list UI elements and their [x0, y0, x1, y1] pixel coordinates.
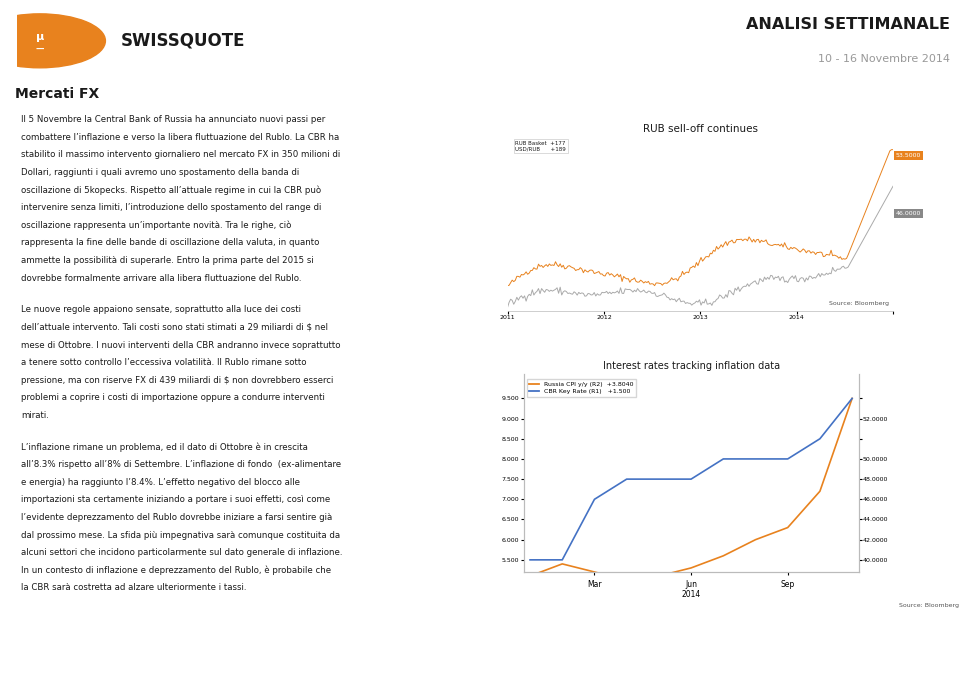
Text: dal prossimo mese. La sfida più impegnativa sarà comunque costituita da: dal prossimo mese. La sfida più impegnat…	[21, 531, 340, 539]
Legend: Russia CPI y/y (R2)  +3.8040, CBR Key Rate (R1)   +1.500: Russia CPI y/y (R2) +3.8040, CBR Key Rat…	[527, 379, 636, 397]
Text: Source: Bloomberg: Source: Bloomberg	[829, 301, 889, 306]
Text: Ch. de la Crêtaux 33, CP 319: Ch. de la Crêtaux 33, CP 319	[168, 638, 269, 645]
Text: combattere l’inflazione e verso la libera fluttuazione del Rublo. La CBR ha: combattere l’inflazione e verso la liber…	[21, 132, 340, 142]
Text: 10 - 16 Novembre 2014: 10 - 16 Novembre 2014	[818, 54, 950, 64]
Text: Source: Bloomberg: Source: Bloomberg	[900, 602, 959, 608]
Text: problemi a coprire i costi di importazione oppure a condurre interventi: problemi a coprire i costi di importazio…	[21, 393, 325, 402]
Text: 53.5000: 53.5000	[896, 153, 922, 158]
Title: Interest rates tracking inflation data: Interest rates tracking inflation data	[603, 360, 780, 370]
Text: a tenere sotto controllo l’eccessiva volatilità. Il Rublo rimane sotto: a tenere sotto controllo l’eccessiva vol…	[21, 358, 306, 367]
Text: mese di Ottobre. I nuovi interventi della CBR andranno invece soprattutto: mese di Ottobre. I nuovi interventi dell…	[21, 341, 341, 349]
Text: forex.analysis@swissquote.ch: forex.analysis@swissquote.ch	[331, 660, 436, 667]
Text: all’8.3% rispetto all’8% di Settembre. L’inflazione di fondo  (ex-alimentare: all’8.3% rispetto all’8% di Settembre. L…	[21, 460, 341, 469]
Text: stabilito il massimo intervento giornaliero nel mercato FX in 350 milioni di: stabilito il massimo intervento giornali…	[21, 151, 341, 160]
Text: Switzerland: Switzerland	[490, 639, 530, 644]
Text: μ: μ	[36, 32, 44, 41]
Text: Mercati FX: Mercati FX	[14, 87, 99, 101]
Text: mirati.: mirati.	[21, 411, 49, 420]
Text: —: —	[36, 45, 44, 54]
Text: e energia) ha raggiunto l’8.4%. L’effetto negativo del blocco alle: e energia) ha raggiunto l’8.4%. L’effett…	[21, 478, 300, 487]
Text: oscillazione rappresenta un’importante novità. Tra le righe, ciò: oscillazione rappresenta un’importante n…	[21, 221, 292, 231]
Text: Page 3 | 9: Page 3 | 9	[907, 648, 946, 658]
Text: Dollari, raggiunti i quali avremo uno spostamento della banda di: Dollari, raggiunti i quali avremo uno sp…	[21, 168, 300, 177]
Title: RUB sell-off continues: RUB sell-off continues	[643, 124, 757, 134]
Text: Le nuove regole appaiono sensate, soprattutto alla luce dei costi: Le nuove regole appaiono sensate, soprat…	[21, 306, 301, 314]
Text: Fine ufficiosa delle bande per il Rublo: Fine ufficiosa delle bande per il Rublo	[383, 87, 679, 101]
Text: l’evidente deprezzamento del Rublo dovrebbe iniziare a farsi sentire già: l’evidente deprezzamento del Rublo dovre…	[21, 513, 332, 522]
Text: importazioni sta certamente iniziando a portare i suoi effetti, così come: importazioni sta certamente iniziando a …	[21, 496, 330, 504]
Text: dovrebbe formalmente arrivare alla libera fluttuazione del Rublo.: dovrebbe formalmente arrivare alla liber…	[21, 274, 301, 283]
Text: pressione, ma con riserve FX di 439 miliardi di $ non dovrebbero esserci: pressione, ma con riserve FX di 439 mili…	[21, 376, 333, 385]
Text: Swissquote Bank SA: Swissquote Bank SA	[14, 639, 85, 644]
Text: intervenire senza limiti, l’introduzione dello spostamento del range di: intervenire senza limiti, l’introduzione…	[21, 203, 322, 212]
Text: oscillazione di 5kopecks. Rispetto all’attuale regime in cui la CBR può: oscillazione di 5kopecks. Rispetto all’a…	[21, 186, 322, 195]
Text: dell’attuale intervento. Tali costi sono stati stimati a 29 miliardi di $ nel: dell’attuale intervento. Tali costi sono…	[21, 323, 328, 332]
Text: Tel +41 22 999 94 11: Tel +41 22 999 94 11	[14, 660, 90, 667]
Circle shape	[0, 14, 106, 68]
Text: CH-1196 Gland: CH-1196 Gland	[331, 639, 384, 644]
Text: Fax +41 22 999 94 12: Fax +41 22 999 94 12	[168, 660, 246, 667]
Text: ammette la possibilità di superarle. Entro la prima parte del 2015 si: ammette la possibilità di superarle. Ent…	[21, 256, 314, 265]
X-axis label: 2014: 2014	[682, 590, 701, 599]
Text: ANALISI SETTIMANALE: ANALISI SETTIMANALE	[747, 18, 950, 32]
Text: www.swissquote.com/fx: www.swissquote.com/fx	[490, 660, 573, 667]
Text: RUB Basket  +177
USD/RUB      +189: RUB Basket +177 USD/RUB +189	[516, 141, 566, 151]
Text: alcuni settori che incidono particolarmente sul dato generale di inflazione.: alcuni settori che incidono particolarme…	[21, 548, 343, 557]
Text: SWISSQUOTE: SWISSQUOTE	[121, 32, 246, 50]
Text: In un contesto di inflazione e deprezzamento del Rublo, è probabile che: In un contesto di inflazione e deprezzam…	[21, 566, 331, 575]
Text: la CBR sarà costretta ad alzare ulteriormente i tassi.: la CBR sarà costretta ad alzare ulterior…	[21, 583, 247, 592]
Text: Il 5 Novembre la Central Bank of Russia ha annunciato nuovi passi per: Il 5 Novembre la Central Bank of Russia …	[21, 115, 325, 124]
Text: 46.0000: 46.0000	[896, 211, 922, 216]
Text: L’inflazione rimane un problema, ed il dato di Ottobre è in crescita: L’inflazione rimane un problema, ed il d…	[21, 443, 308, 452]
Text: rappresenta la fine delle bande di oscillazione della valuta, in quanto: rappresenta la fine delle bande di oscil…	[21, 239, 320, 247]
